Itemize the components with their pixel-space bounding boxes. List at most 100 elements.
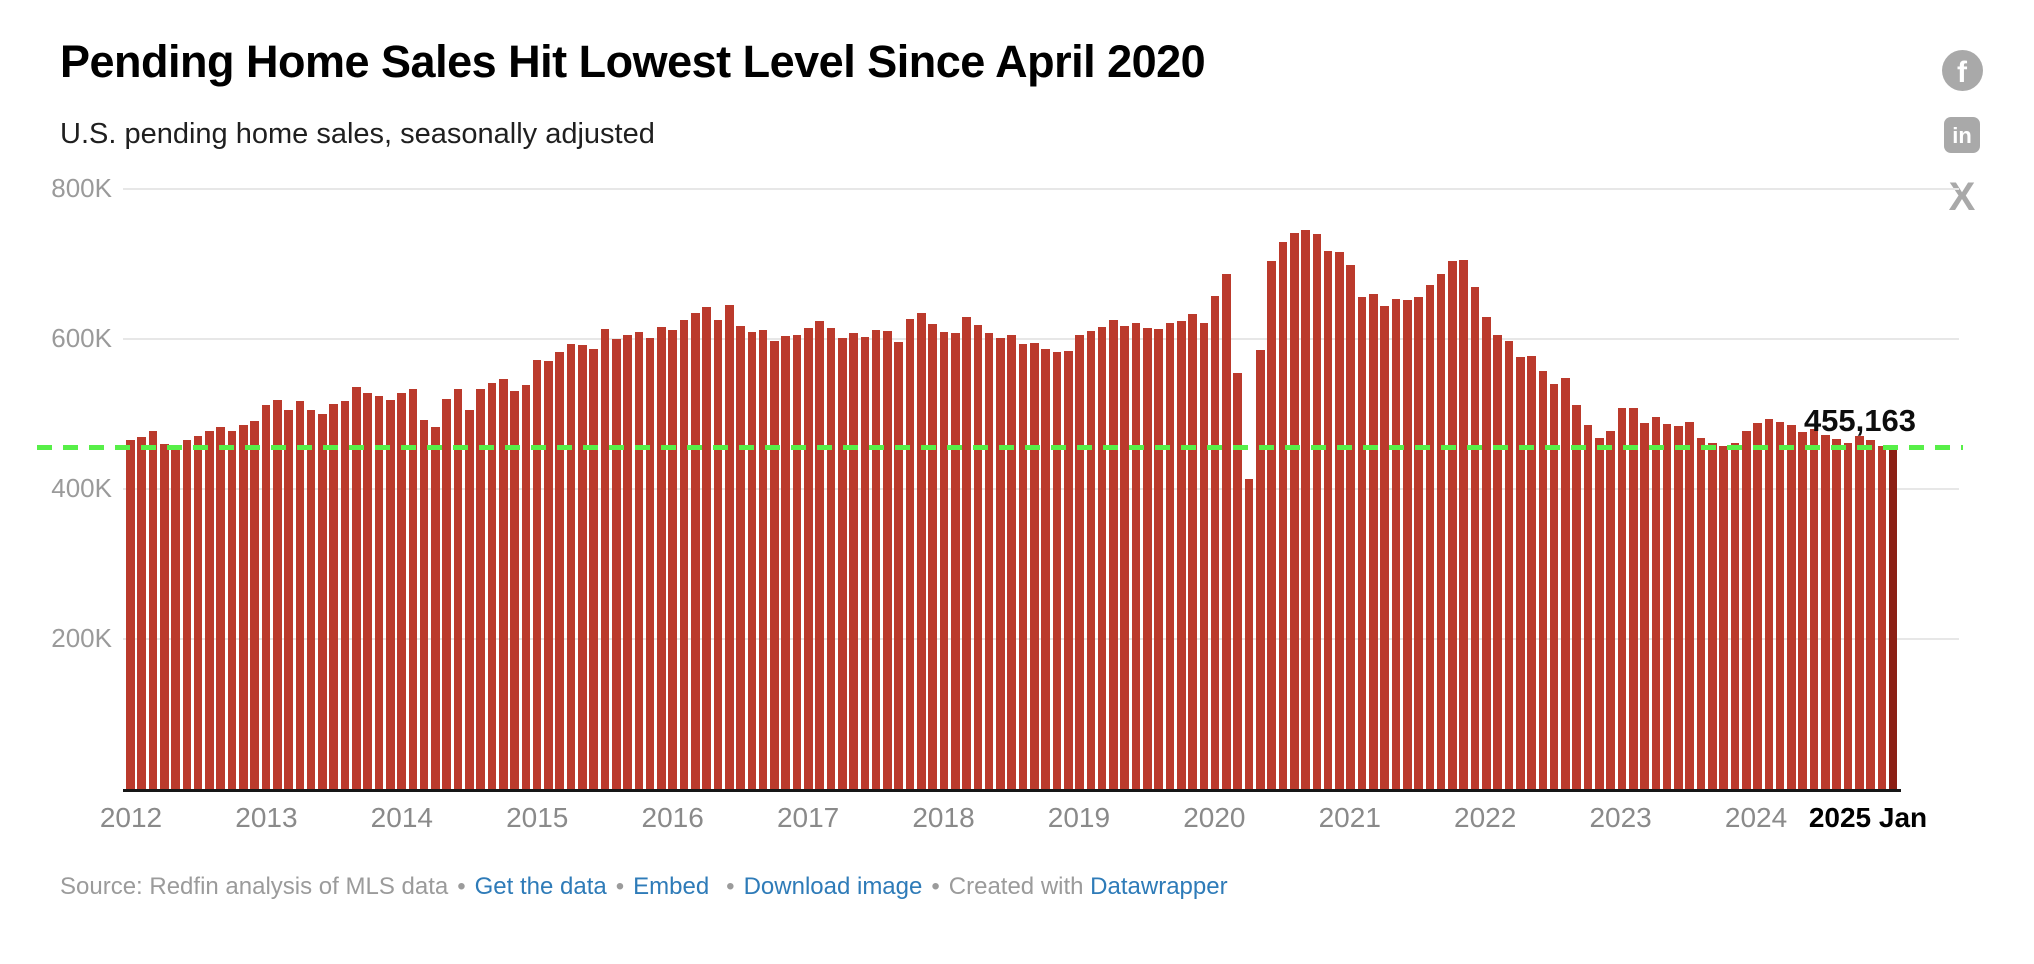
bar[interactable]: [193, 435, 203, 789]
bar[interactable]: [442, 399, 452, 789]
bar[interactable]: [1459, 259, 1469, 789]
bar[interactable]: [205, 431, 214, 789]
bar[interactable]: [1335, 252, 1344, 789]
bar[interactable]: [713, 320, 723, 789]
bar[interactable]: [1719, 445, 1728, 789]
bar[interactable]: [1041, 348, 1050, 789]
bar[interactable]: [1764, 418, 1774, 789]
bar[interactable]: [736, 325, 745, 789]
bar[interactable]: [126, 439, 135, 789]
bar[interactable]: [1188, 313, 1197, 789]
bar[interactable]: [883, 330, 892, 789]
bar[interactable]: [1595, 438, 1604, 789]
bar[interactable]: [1256, 350, 1265, 789]
bar[interactable]: [1391, 298, 1401, 789]
bar[interactable]: [984, 333, 994, 789]
bar[interactable]: [408, 389, 418, 789]
bar[interactable]: [1741, 431, 1751, 789]
bar[interactable]: [1075, 334, 1084, 789]
bar[interactable]: [657, 327, 666, 789]
bar[interactable]: [1369, 294, 1378, 789]
bar[interactable]: [792, 335, 802, 789]
bar[interactable]: [1301, 230, 1310, 789]
bar[interactable]: [1086, 330, 1096, 789]
bar[interactable]: [1176, 321, 1186, 789]
bar[interactable]: [1143, 327, 1152, 789]
bar[interactable]: [385, 399, 395, 789]
bar[interactable]: [1798, 432, 1808, 789]
bar[interactable]: [1018, 343, 1028, 789]
bar[interactable]: [1436, 273, 1446, 789]
bar[interactable]: [1165, 323, 1175, 789]
bar[interactable]: [182, 439, 192, 789]
bar[interactable]: [1708, 443, 1717, 789]
bar[interactable]: [284, 409, 293, 789]
bar[interactable]: [600, 329, 610, 789]
bar[interactable]: [894, 342, 904, 789]
bar[interactable]: [532, 360, 542, 789]
bar[interactable]: [1097, 327, 1107, 789]
bar[interactable]: [1312, 234, 1322, 789]
bar[interactable]: [1052, 351, 1062, 789]
bar[interactable]: [555, 351, 565, 789]
bar[interactable]: [770, 341, 779, 789]
bar[interactable]: [1244, 479, 1254, 789]
bar[interactable]: [1109, 320, 1118, 789]
bar[interactable]: [1222, 273, 1231, 789]
bar[interactable]: [928, 324, 937, 789]
bar[interactable]: [917, 312, 926, 789]
bar[interactable]: [566, 344, 576, 789]
bar[interactable]: [781, 336, 791, 789]
bar[interactable]: [1210, 296, 1220, 789]
bar[interactable]: [679, 320, 689, 789]
bar[interactable]: [498, 378, 508, 789]
bar[interactable]: [849, 333, 858, 789]
bar[interactable]: [1651, 417, 1661, 789]
bar[interactable]: [1753, 423, 1762, 789]
bar[interactable]: [1323, 251, 1333, 789]
bar[interactable]: [397, 393, 406, 789]
bar[interactable]: [1063, 351, 1073, 789]
bar[interactable]: [939, 331, 949, 789]
bar[interactable]: [905, 318, 915, 789]
bar[interactable]: [1640, 423, 1649, 789]
bar[interactable]: [589, 348, 598, 789]
bar[interactable]: [1628, 408, 1638, 789]
bar[interactable]: [295, 401, 305, 789]
linkedin-share-icon[interactable]: in: [1944, 117, 1980, 153]
bar[interactable]: [1730, 442, 1740, 789]
bar[interactable]: [747, 331, 757, 789]
bar[interactable]: [1425, 285, 1435, 789]
download-image-link[interactable]: Download image: [743, 873, 923, 900]
bar[interactable]: [1527, 356, 1536, 789]
bar[interactable]: [724, 304, 734, 789]
bar[interactable]: [1402, 300, 1412, 789]
bar[interactable]: [487, 382, 497, 789]
bar[interactable]: [1470, 287, 1480, 789]
bar[interactable]: [137, 437, 146, 789]
bar[interactable]: [272, 399, 282, 789]
bar[interactable]: [804, 327, 813, 789]
embed-link[interactable]: Embed: [633, 873, 710, 900]
bar[interactable]: [837, 338, 847, 789]
bar[interactable]: [1414, 297, 1423, 789]
bar[interactable]: [611, 339, 621, 789]
bar[interactable]: [216, 426, 226, 789]
bar[interactable]: [1843, 442, 1853, 789]
bar[interactable]: [318, 414, 327, 789]
bar[interactable]: [1131, 322, 1141, 789]
bar[interactable]: [950, 333, 960, 789]
bar[interactable]: [1154, 329, 1163, 789]
bar[interactable]: [578, 345, 587, 789]
bar[interactable]: [227, 430, 237, 789]
bar[interactable]: [453, 389, 463, 789]
bar[interactable]: [1854, 435, 1864, 789]
bar[interactable]: [1346, 264, 1356, 789]
bar[interactable]: [1267, 261, 1276, 789]
bar[interactable]: [1504, 341, 1514, 789]
datawrapper-link[interactable]: Datawrapper: [1090, 873, 1228, 900]
bar[interactable]: [1662, 423, 1672, 789]
bar[interactable]: [1583, 425, 1593, 789]
bar[interactable]: [1832, 438, 1841, 789]
bar[interactable]: [340, 400, 350, 789]
